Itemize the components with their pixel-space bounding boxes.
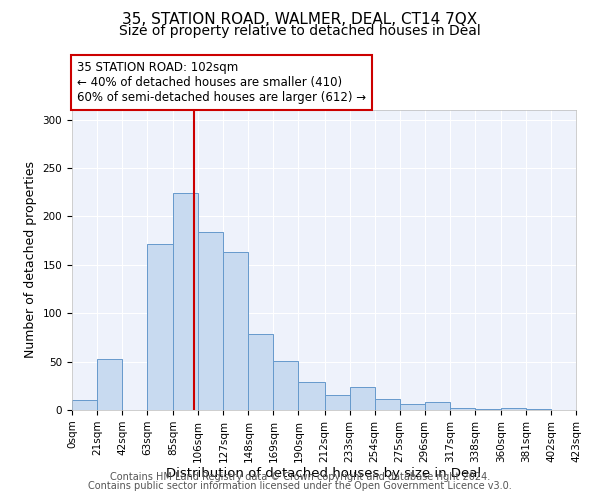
Bar bbox=[198, 232, 223, 410]
Bar bbox=[248, 334, 274, 410]
Bar bbox=[173, 193, 198, 410]
X-axis label: Distribution of detached houses by size in Deal: Distribution of detached houses by size … bbox=[166, 468, 482, 480]
Bar bbox=[223, 252, 248, 410]
Text: 35 STATION ROAD: 102sqm
← 40% of detached houses are smaller (410)
60% of semi-d: 35 STATION ROAD: 102sqm ← 40% of detache… bbox=[77, 61, 366, 104]
Bar bbox=[147, 244, 173, 410]
Bar bbox=[526, 409, 551, 410]
Bar bbox=[298, 382, 325, 410]
Bar bbox=[72, 400, 97, 410]
Bar bbox=[97, 358, 122, 410]
Bar bbox=[400, 404, 425, 410]
Bar bbox=[501, 408, 526, 410]
Text: Size of property relative to detached houses in Deal: Size of property relative to detached ho… bbox=[119, 24, 481, 38]
Bar bbox=[450, 408, 475, 410]
Bar bbox=[350, 387, 374, 410]
Bar bbox=[425, 402, 450, 410]
Text: Contains public sector information licensed under the Open Government Licence v3: Contains public sector information licen… bbox=[88, 481, 512, 491]
Bar bbox=[475, 409, 501, 410]
Bar bbox=[374, 400, 400, 410]
Text: Contains HM Land Registry data © Crown copyright and database right 2024.: Contains HM Land Registry data © Crown c… bbox=[110, 472, 490, 482]
Bar bbox=[325, 394, 350, 410]
Bar bbox=[274, 360, 298, 410]
Y-axis label: Number of detached properties: Number of detached properties bbox=[24, 162, 37, 358]
Text: 35, STATION ROAD, WALMER, DEAL, CT14 7QX: 35, STATION ROAD, WALMER, DEAL, CT14 7QX bbox=[122, 12, 478, 28]
